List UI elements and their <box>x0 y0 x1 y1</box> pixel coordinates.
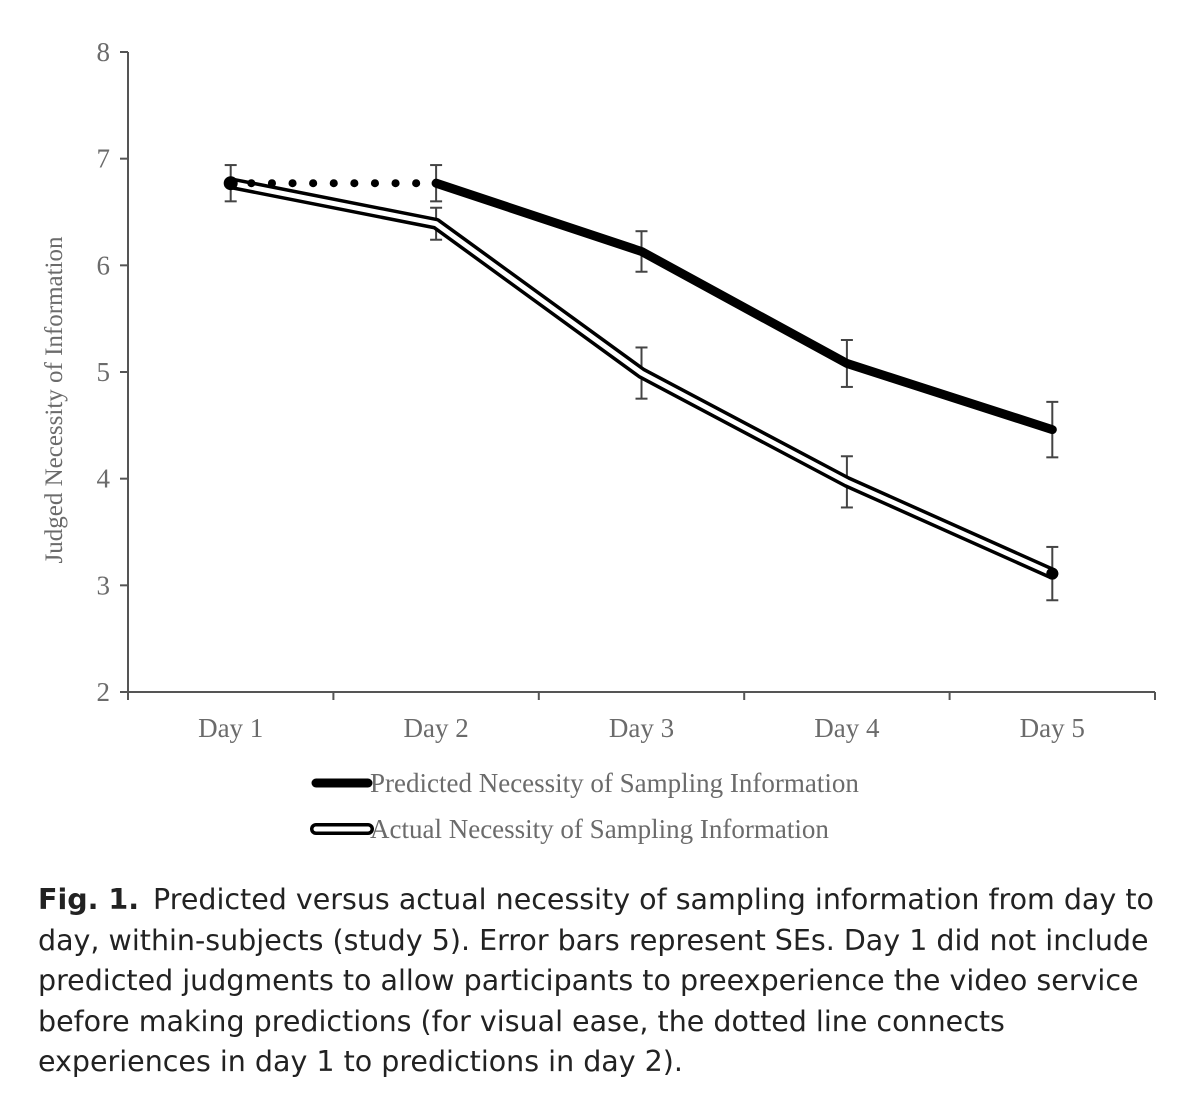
y-axis-label: Judged Necessity of Information <box>41 236 68 564</box>
figure-caption: Fig. 1. Predicted versus actual necessity… <box>38 880 1166 1083</box>
predicted-series-line <box>431 178 1057 435</box>
chart-marks <box>223 164 1059 602</box>
legend-actual-label: Actual Necessity of Sampling Information <box>370 814 829 844</box>
y-tick-label: 7 <box>97 144 111 174</box>
actual-end-point <box>1046 567 1059 580</box>
y-tick-label: 5 <box>97 357 111 387</box>
caption-label: Fig. 1. <box>38 883 140 916</box>
x-tick-label: Day 5 <box>1020 713 1085 743</box>
actual-start-point <box>223 176 238 191</box>
tick-labels: 2 3 4 5 6 7 8 Day 1 Day 2 Day 3 Day 4 Day 5 <box>97 37 1085 743</box>
y-tick-label: 8 <box>97 37 111 67</box>
x-tick-label: Day 3 <box>609 713 674 743</box>
legend: Predicted Necessity of Sampling Informat… <box>310 768 859 844</box>
caption-text: Predicted versus actual necessity of sam… <box>38 883 1154 1078</box>
actual-series-line-inner <box>228 180 1055 577</box>
y-tick-label: 6 <box>97 250 111 280</box>
y-axis-label-group: Judged Necessity of Information <box>41 236 68 564</box>
line-chart: 2 3 4 5 6 7 8 Day 1 Day 2 Day 3 Day 4 Day 5 Judged … <box>41 37 1156 844</box>
x-tick-label: Day 4 <box>814 713 880 743</box>
x-tick-label: Day 2 <box>403 713 468 743</box>
y-tick-label: 4 <box>97 464 111 494</box>
y-tick-label: 2 <box>97 677 111 707</box>
legend-predicted-label: Predicted Necessity of Sampling Informat… <box>370 768 859 798</box>
axes <box>120 51 1156 700</box>
x-tick-label: Day 1 <box>198 713 263 743</box>
y-tick-label: 3 <box>97 570 111 600</box>
